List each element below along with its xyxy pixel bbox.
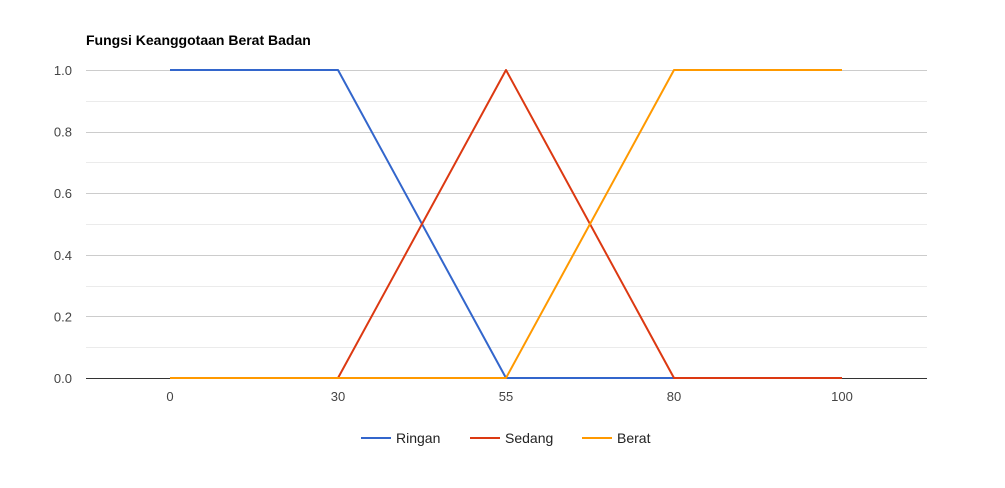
series-lines [170, 69, 842, 379]
y-tick-label: 0.2 [54, 309, 72, 324]
legend: Ringan Sedang Berat [361, 430, 651, 446]
y-tick-label: 0.4 [54, 248, 72, 263]
y-tick-label: 1.0 [54, 63, 72, 78]
x-tick-label: 0 [166, 389, 173, 404]
x-axis-ticks: 0 30 55 80 100 [166, 389, 852, 404]
x-tick-label: 100 [831, 389, 853, 404]
y-tick-label: 0.6 [54, 186, 72, 201]
y-tick-label: 0.0 [54, 371, 72, 386]
series-line-berat [170, 69, 842, 379]
x-tick-label: 30 [331, 389, 345, 404]
y-tick-label: 0.8 [54, 125, 72, 140]
chart-title: Fungsi Keanggotaan Berat Badan [86, 32, 311, 48]
y-axis-ticks: 0.0 0.2 0.4 0.6 0.8 1.0 [54, 63, 72, 386]
gridlines [86, 70, 927, 348]
x-tick-label: 55 [499, 389, 513, 404]
legend-label-sedang: Sedang [505, 430, 553, 446]
legend-label-berat: Berat [617, 430, 651, 446]
legend-label-ringan: Ringan [396, 430, 440, 446]
x-tick-label: 80 [667, 389, 681, 404]
